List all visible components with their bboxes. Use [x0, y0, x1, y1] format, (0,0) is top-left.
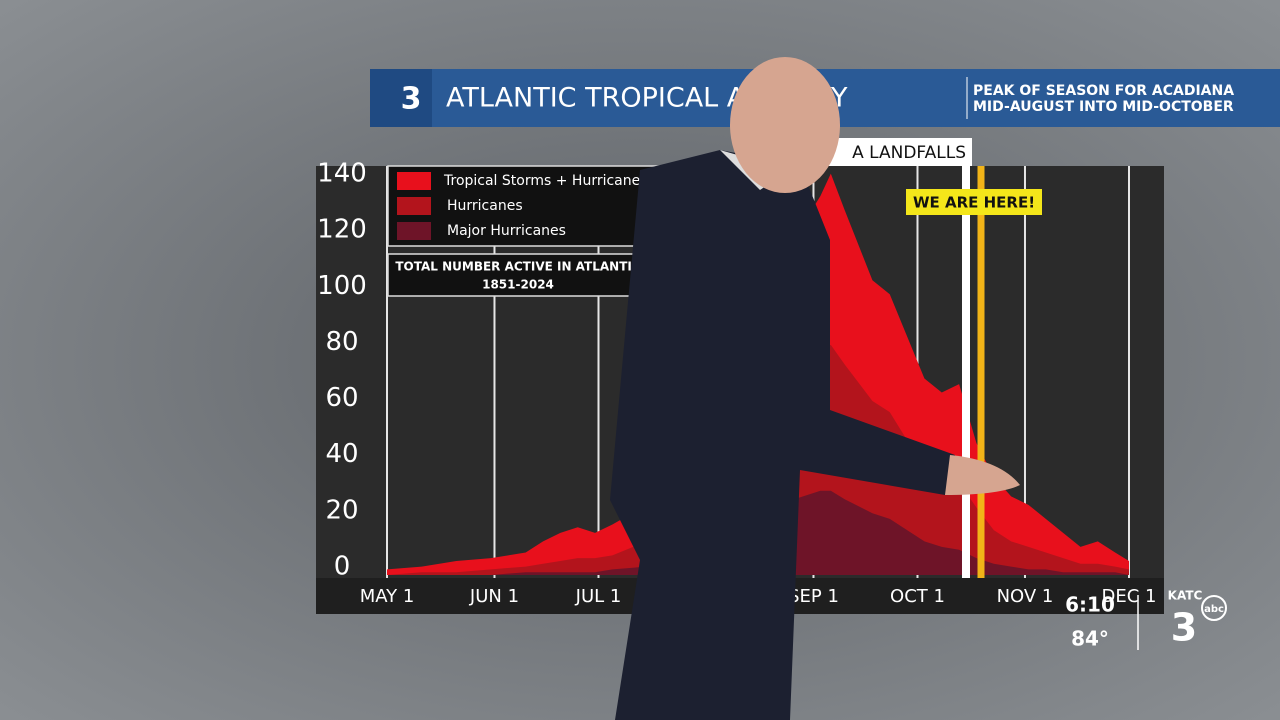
chart-period: 1851-2024 — [482, 278, 554, 292]
y-tick-label: 60 — [325, 383, 358, 413]
legend-label: Tropical Storms + Hurricanes — [443, 173, 648, 189]
y-tick-label: 0 — [334, 552, 351, 582]
y-tick-label: 40 — [325, 439, 358, 469]
marker-label: WE ARE HERE! — [913, 194, 1035, 212]
x-tick-label: JUN 1 — [469, 586, 519, 607]
legend-label: Hurricanes — [447, 198, 523, 214]
x-tick-label: SEP 1 — [788, 586, 839, 607]
y-tick-label: 100 — [317, 271, 367, 301]
legend-label: Major Hurricanes — [447, 223, 566, 239]
y-tick-label: 140 — [317, 159, 367, 189]
tab-label: A LANDFALLS — [852, 143, 966, 163]
y-tick-label: 80 — [325, 327, 358, 357]
legend-swatch — [397, 222, 431, 240]
header-logo-box — [370, 69, 432, 127]
legend: Tropical Storms + Hurricanes Hurricanes Ma… — [397, 172, 648, 240]
presenter — [610, 57, 1020, 720]
y-tick-label: 20 — [325, 495, 358, 525]
marker-box — [906, 189, 1042, 215]
bug-station: KATC — [1168, 589, 1203, 603]
bug-network: abc — [1204, 604, 1224, 615]
header-note: MID-AUGUST INTO MID-OCTOBER — [973, 99, 1234, 115]
legend-box — [387, 165, 665, 247]
x-tick-label: DEC 1 — [1102, 586, 1157, 607]
legend-swatch — [397, 197, 431, 215]
subtitle-box — [387, 253, 665, 297]
header-note: PEAK OF SEASON FOR ACADIANA — [973, 83, 1234, 99]
time: 6:10 — [1065, 593, 1115, 617]
bug-network-ring — [1201, 595, 1227, 621]
bug-channel: 3 — [1171, 606, 1197, 650]
x-tick-label: JUL 1 — [575, 586, 622, 607]
header-logo: 3 — [401, 82, 422, 117]
chart-subtitle: TOTAL NUMBER ACTIVE IN ATLANTIC — [395, 260, 641, 274]
y-tick-label: 120 — [317, 215, 367, 245]
legend-swatch — [397, 172, 431, 190]
x-tick-label: MAY 1 — [360, 586, 415, 607]
x-tick-label: NOV 1 — [997, 586, 1054, 607]
x-tick-label: OCT 1 — [890, 586, 945, 607]
temperature: 84° — [1071, 627, 1109, 651]
